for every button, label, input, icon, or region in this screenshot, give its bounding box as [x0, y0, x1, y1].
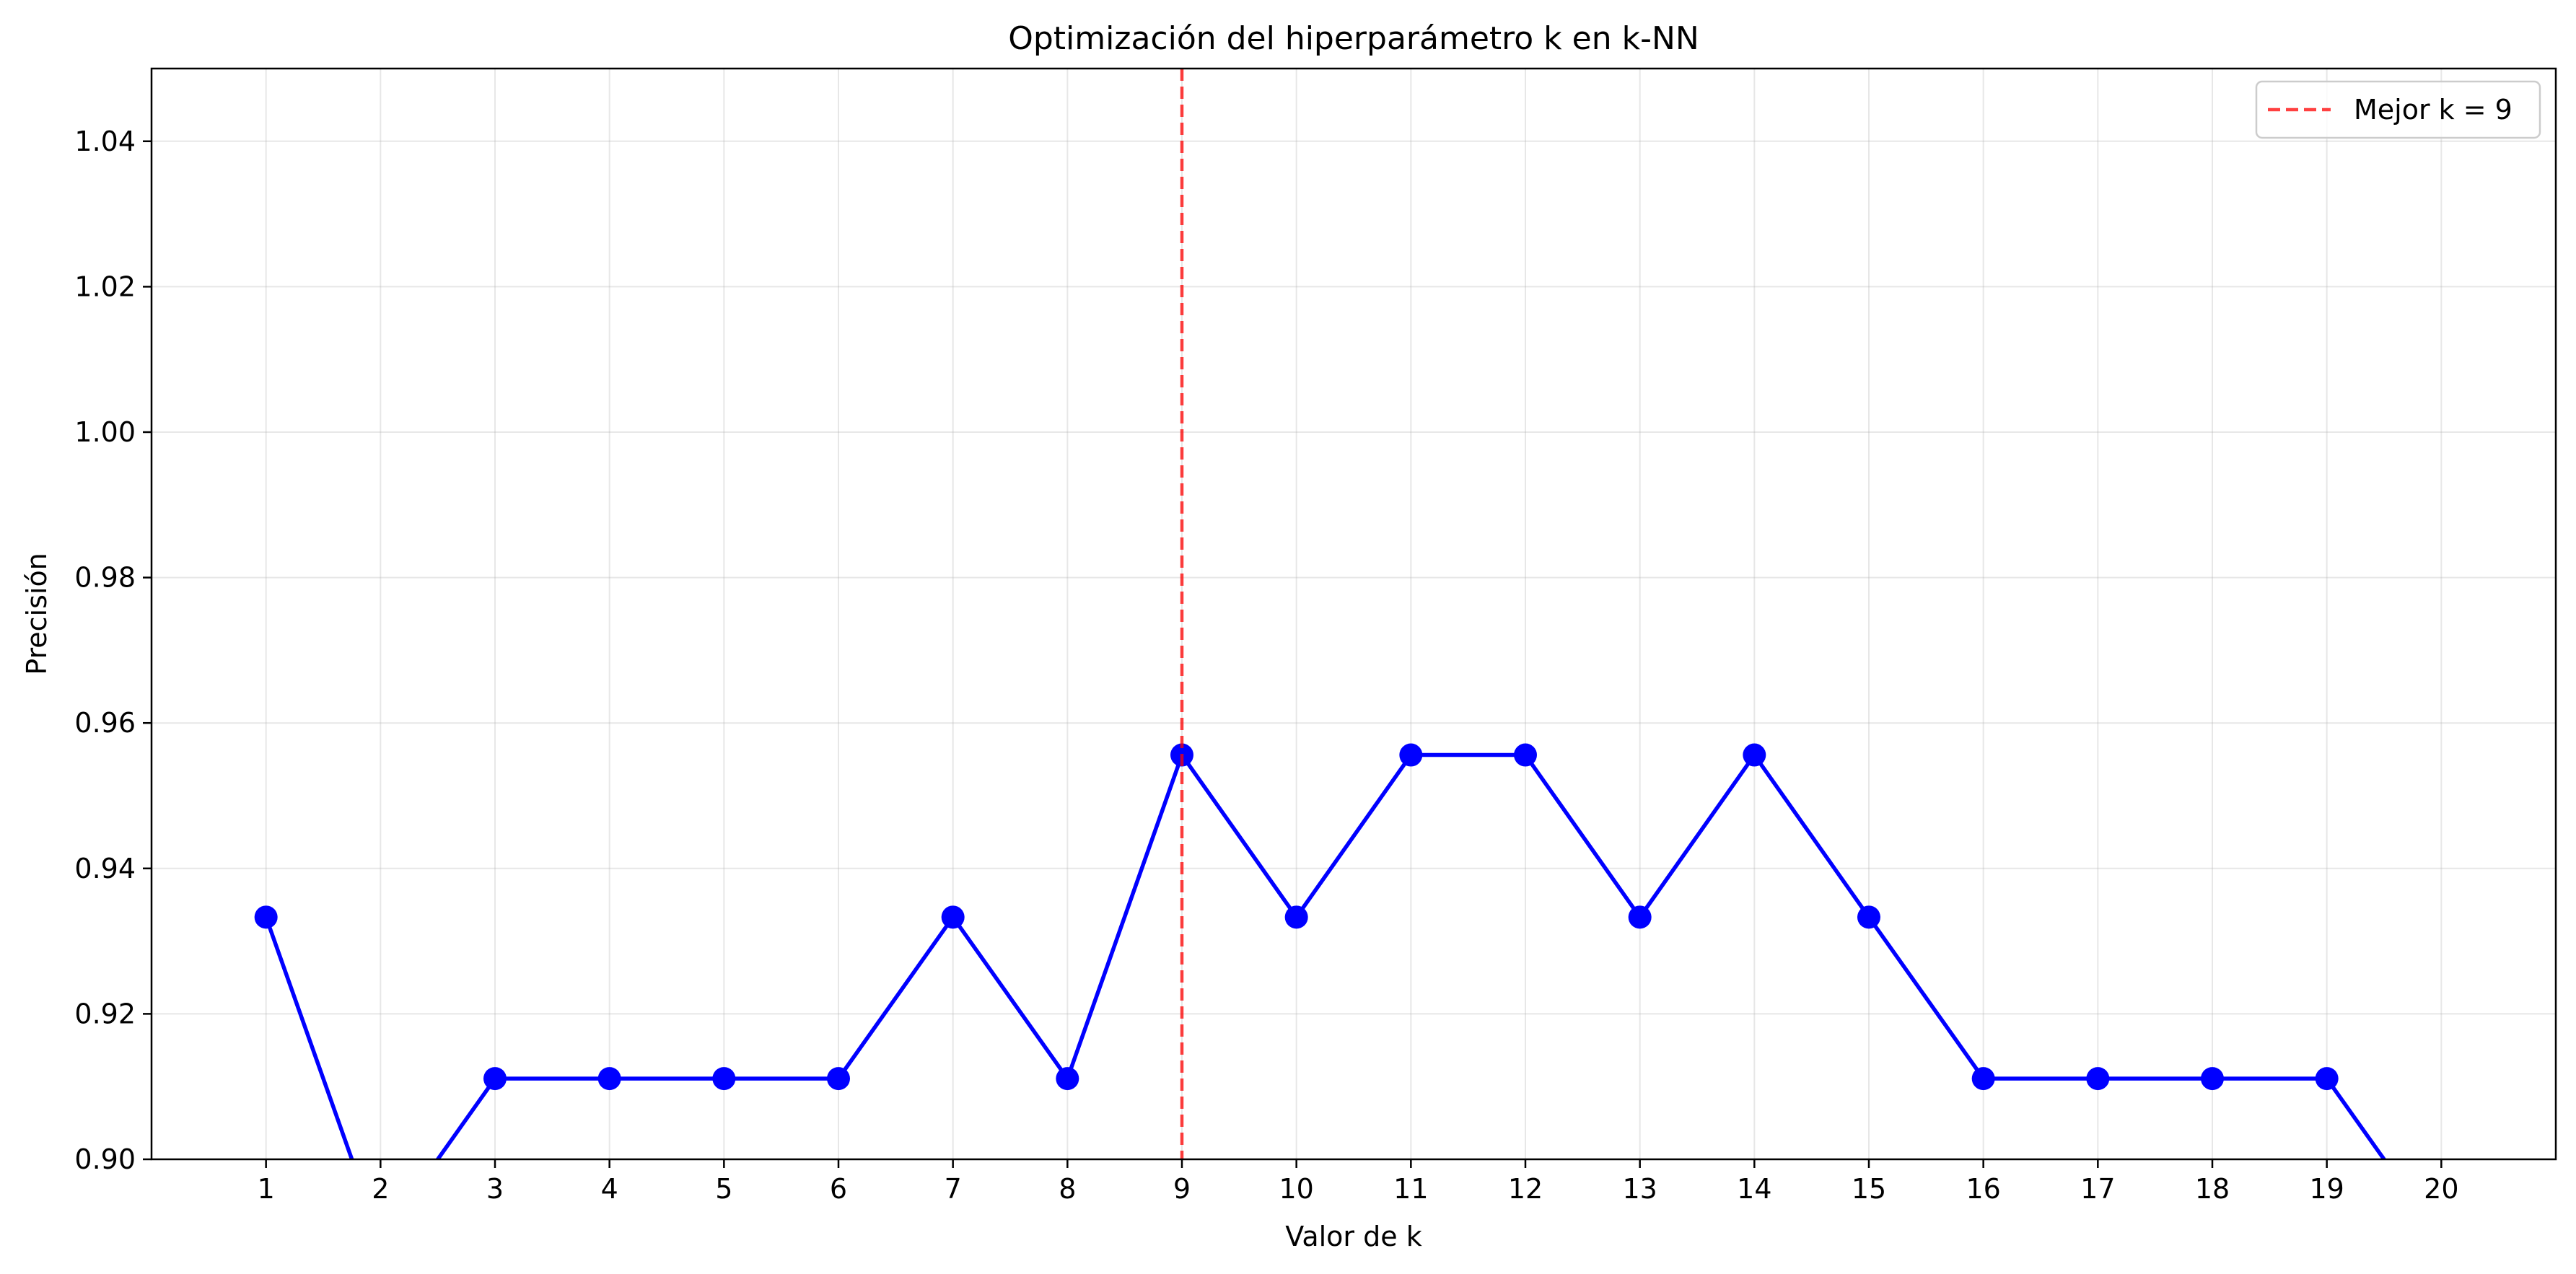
x-tick-label: 16 — [1966, 1173, 2000, 1205]
y-axis-ticks: 0.90 0.92 0.94 0.96 0.98 1.00 1.02 1.04 — [74, 126, 152, 1175]
plot-frame — [150, 67, 2557, 1161]
x-tick-label: 5 — [715, 1173, 732, 1205]
y-tick-label: 0.96 — [74, 707, 136, 739]
plot-series — [254, 69, 2387, 1159]
legend-box — [2255, 80, 2541, 139]
legend-label: Mejor k = 9 — [2354, 94, 2513, 126]
data-point — [1514, 743, 1537, 767]
x-tick-label: 3 — [486, 1173, 504, 1205]
x-tick-label: 17 — [2080, 1173, 2115, 1205]
data-point — [1056, 1067, 1079, 1091]
y-tick-label: 1.02 — [74, 271, 136, 302]
y-tick-label: 0.98 — [74, 562, 136, 594]
x-axis-label: Valor de k — [1285, 1221, 1421, 1252]
data-point — [1971, 1067, 1995, 1091]
y-tick-label: 0.92 — [74, 998, 136, 1029]
data-point — [1857, 905, 1880, 929]
x-tick-label: 20 — [2424, 1173, 2458, 1205]
x-tick-label: 18 — [2195, 1173, 2230, 1205]
data-point — [597, 1067, 621, 1091]
data-point — [941, 905, 965, 929]
data-point — [2315, 1067, 2339, 1091]
x-tick-label: 14 — [1737, 1173, 1771, 1205]
data-point — [483, 1067, 507, 1091]
data-point — [1284, 905, 1308, 929]
y-tick-label: 0.90 — [74, 1143, 136, 1175]
legend: Mejor k = 9 — [2255, 80, 2541, 139]
chart-title: Optimización del hiperparámetro k en k-N… — [1008, 20, 1699, 57]
data-point — [254, 905, 278, 929]
x-axis-ticks: 1 2 3 4 5 6 7 8 9 10 11 12 13 14 15 16 17 18 19 20 — [258, 1159, 2459, 1205]
x-tick-label: 7 — [945, 1173, 962, 1205]
data-point — [2201, 1067, 2224, 1091]
x-tick-label: 9 — [1173, 1173, 1191, 1205]
accuracy-line — [264, 752, 2387, 1159]
x-tick-label: 15 — [1852, 1173, 1886, 1205]
y-tick-label: 1.00 — [74, 416, 136, 448]
data-point — [712, 1067, 736, 1091]
data-point — [1628, 905, 1652, 929]
x-tick-label: 6 — [830, 1173, 847, 1205]
x-tick-label: 4 — [601, 1173, 618, 1205]
x-tick-label: 8 — [1059, 1173, 1076, 1205]
y-axis-label: Precisión — [21, 553, 53, 675]
y-tick-label: 1.04 — [74, 126, 136, 157]
x-tick-label: 12 — [1508, 1173, 1543, 1205]
x-tick-label: 1 — [258, 1173, 275, 1205]
x-tick-label: 2 — [372, 1173, 389, 1205]
data-point — [827, 1067, 850, 1091]
y-tick-label: 0.94 — [74, 853, 136, 884]
grid — [152, 69, 2556, 1160]
data-point — [1743, 743, 1766, 767]
data-point — [1399, 743, 1423, 767]
x-tick-label: 13 — [1622, 1173, 1657, 1205]
x-tick-label: 19 — [2309, 1173, 2344, 1205]
x-tick-label: 11 — [1393, 1173, 1428, 1205]
data-point — [2086, 1067, 2110, 1091]
x-tick-label: 10 — [1279, 1173, 1313, 1205]
